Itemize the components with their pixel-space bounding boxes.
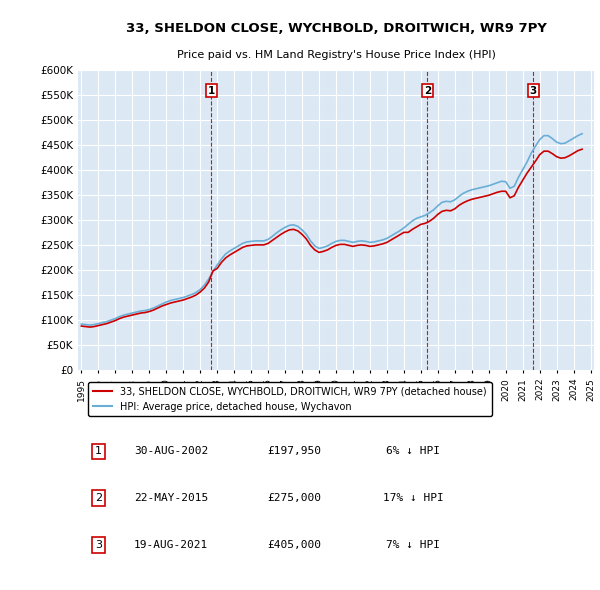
Text: £197,950: £197,950 — [268, 447, 322, 457]
Text: Price paid vs. HM Land Registry's House Price Index (HPI): Price paid vs. HM Land Registry's House … — [176, 50, 496, 60]
Text: 7% ↓ HPI: 7% ↓ HPI — [386, 540, 440, 550]
Legend: 33, SHELDON CLOSE, WYCHBOLD, DROITWICH, WR9 7PY (detached house), HPI: Average p: 33, SHELDON CLOSE, WYCHBOLD, DROITWICH, … — [88, 382, 491, 417]
Text: 1: 1 — [208, 86, 215, 96]
Text: 2: 2 — [424, 86, 431, 96]
Text: 19-AUG-2021: 19-AUG-2021 — [134, 540, 208, 550]
Text: 33, SHELDON CLOSE, WYCHBOLD, DROITWICH, WR9 7PY: 33, SHELDON CLOSE, WYCHBOLD, DROITWICH, … — [125, 22, 547, 35]
Text: 3: 3 — [530, 86, 537, 96]
Text: 2: 2 — [95, 493, 102, 503]
Text: £405,000: £405,000 — [268, 540, 322, 550]
Text: 1: 1 — [95, 447, 102, 457]
Text: 22-MAY-2015: 22-MAY-2015 — [134, 493, 208, 503]
Text: 6% ↓ HPI: 6% ↓ HPI — [386, 447, 440, 457]
Text: 30-AUG-2002: 30-AUG-2002 — [134, 447, 208, 457]
Text: 17% ↓ HPI: 17% ↓ HPI — [383, 493, 444, 503]
Text: 3: 3 — [95, 540, 102, 550]
Text: £275,000: £275,000 — [268, 493, 322, 503]
